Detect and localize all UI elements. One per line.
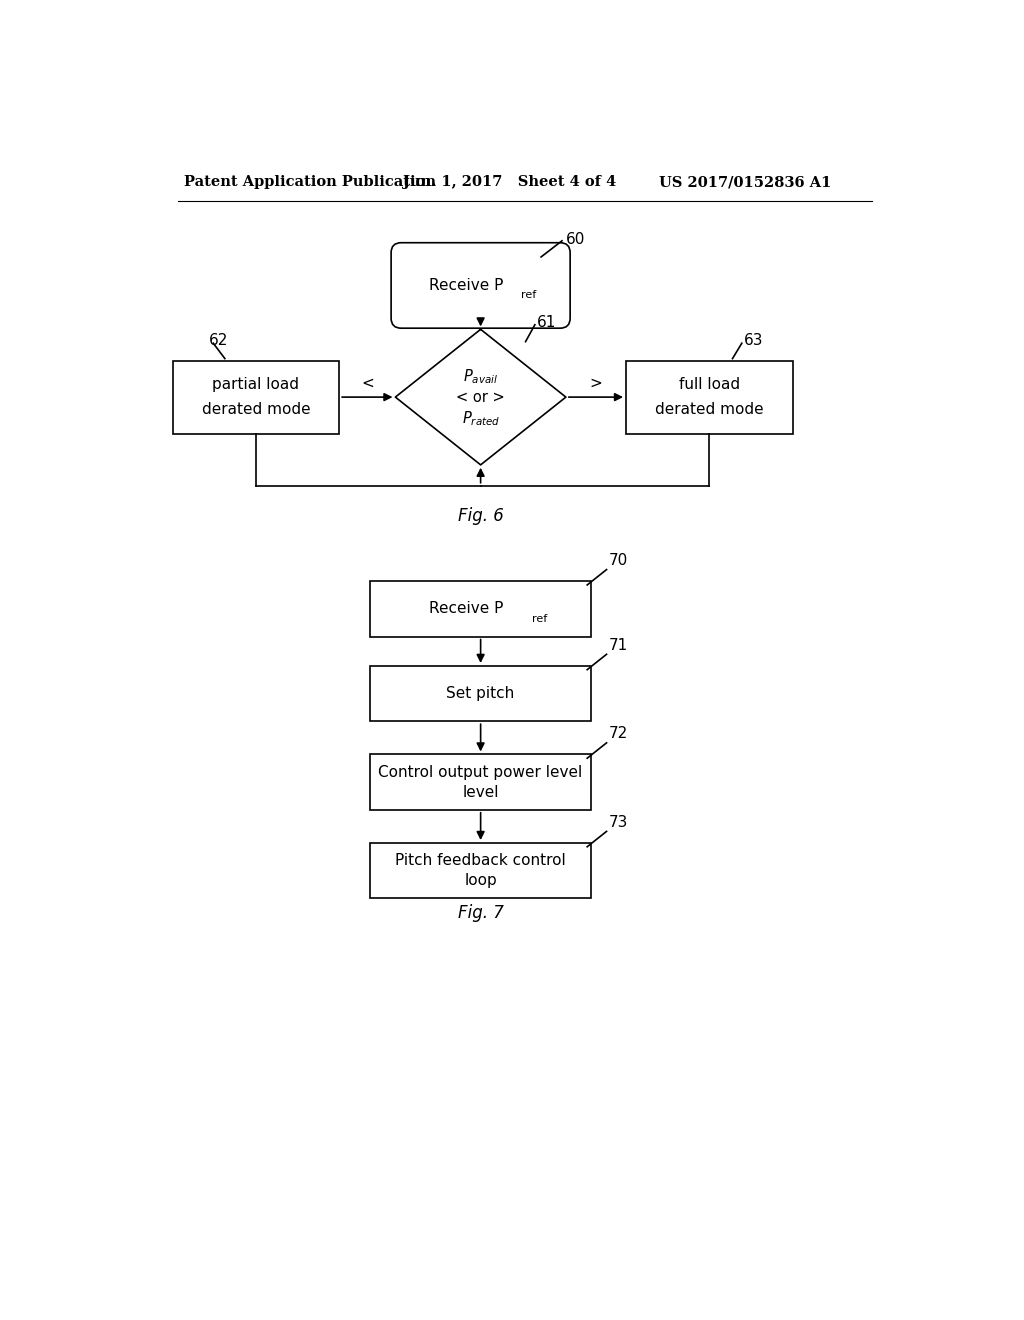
Text: 61: 61: [537, 315, 556, 330]
Text: Fig. 6: Fig. 6: [458, 507, 504, 525]
Text: Receive P: Receive P: [429, 602, 504, 616]
Text: 70: 70: [609, 553, 628, 568]
Text: Patent Application Publication: Patent Application Publication: [183, 176, 436, 189]
Text: derated mode: derated mode: [202, 401, 310, 417]
Text: derated mode: derated mode: [655, 401, 764, 417]
Text: < or >: < or >: [457, 389, 505, 405]
Bar: [371, 843, 591, 899]
Bar: [626, 360, 793, 434]
Text: 72: 72: [609, 726, 628, 742]
Bar: [173, 360, 339, 434]
Text: 73: 73: [609, 814, 629, 830]
Text: Control output power level: Control output power level: [379, 764, 583, 780]
Text: ref: ref: [531, 614, 547, 624]
Text: 71: 71: [609, 638, 628, 653]
Text: full load: full load: [679, 378, 739, 392]
FancyBboxPatch shape: [391, 243, 570, 329]
Bar: [371, 665, 591, 721]
Bar: [371, 581, 591, 636]
Text: $P_{rated}$: $P_{rated}$: [462, 409, 500, 428]
Text: 60: 60: [566, 232, 586, 247]
Text: level: level: [463, 784, 499, 800]
Text: loop: loop: [464, 873, 497, 888]
Text: Receive P: Receive P: [429, 279, 504, 293]
Text: partial load: partial load: [212, 378, 299, 392]
Text: <: <: [360, 376, 374, 391]
Text: Set pitch: Set pitch: [446, 686, 515, 701]
Text: Fig. 7: Fig. 7: [458, 904, 504, 921]
Text: US 2017/0152836 A1: US 2017/0152836 A1: [658, 176, 831, 189]
Text: >: >: [590, 376, 602, 391]
Text: $P_{avail}$: $P_{avail}$: [463, 368, 498, 387]
Text: 63: 63: [744, 334, 764, 348]
Text: 62: 62: [209, 334, 228, 348]
Bar: [371, 755, 591, 810]
Text: Jun. 1, 2017   Sheet 4 of 4: Jun. 1, 2017 Sheet 4 of 4: [403, 176, 616, 189]
Text: ref: ref: [521, 290, 537, 301]
Text: Pitch feedback control: Pitch feedback control: [395, 853, 566, 869]
